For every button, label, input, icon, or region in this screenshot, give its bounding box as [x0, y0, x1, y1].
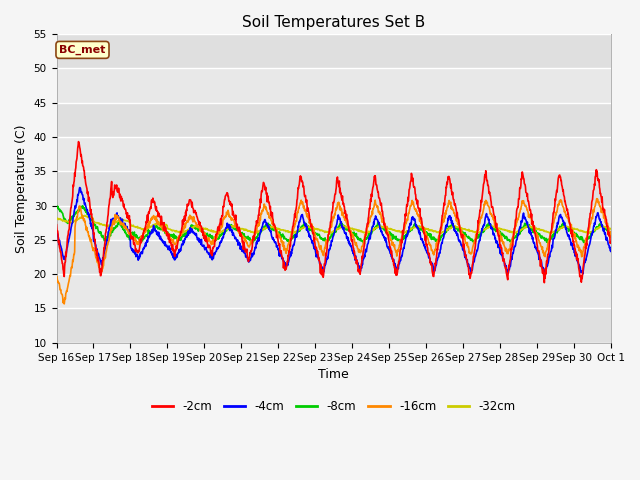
Bar [56, 171, 611, 205]
X-axis label: Time: Time [318, 368, 349, 381]
Bar [56, 205, 611, 240]
Text: BC_met: BC_met [60, 45, 106, 55]
Title: Soil Temperatures Set B: Soil Temperatures Set B [242, 15, 426, 30]
Bar [56, 137, 611, 171]
Legend: -2cm, -4cm, -8cm, -16cm, -32cm: -2cm, -4cm, -8cm, -16cm, -32cm [147, 395, 520, 418]
Bar [56, 34, 611, 68]
Bar [56, 309, 611, 343]
Bar [56, 274, 611, 309]
Bar [56, 103, 611, 137]
Bar [56, 68, 611, 103]
Bar [56, 240, 611, 274]
Y-axis label: Soil Temperature (C): Soil Temperature (C) [15, 124, 28, 252]
